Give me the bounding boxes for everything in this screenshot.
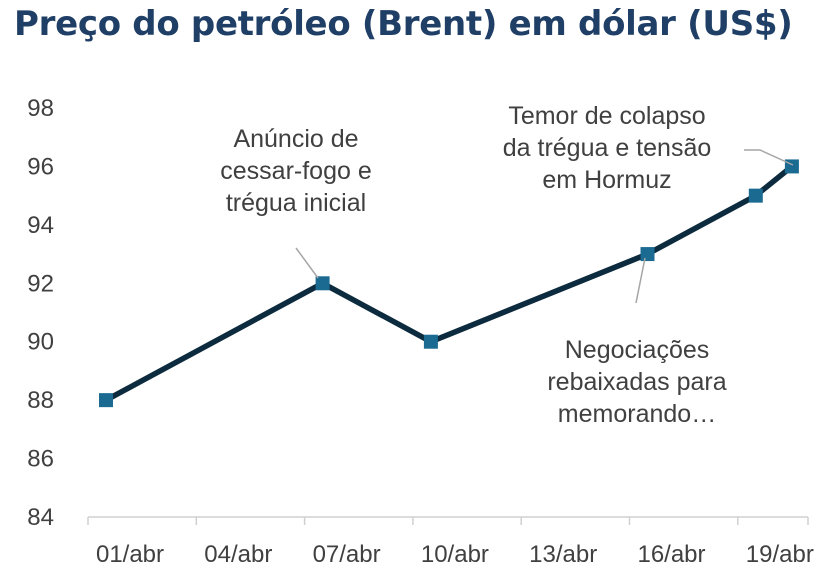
- y-tick-label: 86: [27, 446, 54, 473]
- chart-title: Preço do petróleo (Brent) em dólar (US$): [14, 4, 793, 44]
- x-tick-label: 01/abr: [96, 541, 164, 568]
- x-tick-label: 10/abr: [421, 541, 489, 568]
- y-tick-label: 90: [27, 329, 54, 356]
- y-tick-label: 92: [27, 270, 54, 297]
- annotation-text: em Hormuz: [542, 166, 671, 194]
- data-point-marker: [640, 247, 655, 262]
- annotation-text: cessar-fogo e: [220, 157, 371, 185]
- data-point-marker: [99, 393, 113, 408]
- series-line: [104, 164, 794, 403]
- annotation-text: trégua inicial: [226, 189, 366, 217]
- x-tick-label: 13/abr: [529, 541, 597, 568]
- annotation-text: Anúncio de: [233, 125, 358, 153]
- data-point-marker: [423, 334, 438, 349]
- annotation-text: memorando…: [558, 400, 716, 428]
- annotation-text: Negociações: [565, 336, 710, 364]
- x-tick-label: 04/abr: [204, 541, 272, 568]
- x-tick-label: 19/abr: [746, 541, 814, 568]
- annotation-leader-line: [635, 257, 646, 304]
- y-tick-label: 96: [27, 153, 54, 180]
- annotation-leader-line: [295, 247, 319, 279]
- x-tick-label: 07/abr: [313, 541, 381, 568]
- x-tick-label: 16/abr: [637, 541, 705, 568]
- data-point-marker: [315, 276, 330, 291]
- annotation-text: da trégua e tensão: [503, 134, 712, 162]
- y-tick-label: 98: [27, 95, 54, 122]
- y-tick-label: 84: [27, 504, 54, 531]
- y-tick-label: 94: [27, 212, 54, 239]
- annotation-text: Temor de colapso: [508, 102, 705, 130]
- data-point-marker: [748, 188, 763, 203]
- y-tick-label: 88: [27, 387, 54, 414]
- annotation-text: rebaixadas para: [547, 368, 726, 396]
- annotation-leader-line: [744, 149, 794, 166]
